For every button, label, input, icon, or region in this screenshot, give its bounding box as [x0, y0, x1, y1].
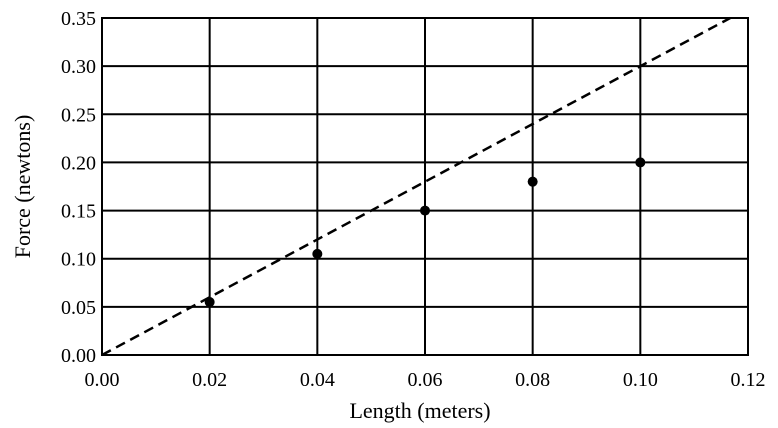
data-point: [635, 157, 646, 168]
y-tick-label: 0.15: [61, 201, 96, 223]
x-tick-label: 0.02: [192, 369, 227, 391]
y-tick-label: 0.05: [61, 297, 96, 319]
x-axis-title: Length (meters): [349, 398, 490, 423]
x-tick-label: 0.12: [731, 369, 766, 391]
y-tick-labels: 0.00 0.05 0.10 0.15 0.20 0.25 0.30 0.35: [61, 8, 96, 367]
dashed-trend-line: [101, 16, 731, 357]
grid-lines: [102, 18, 748, 355]
data-point: [312, 248, 323, 259]
x-tick-label: 0.08: [515, 369, 550, 391]
y-tick-label: 0.10: [61, 249, 96, 271]
trend-line-layer: [101, 16, 731, 357]
x-tick-label: 0.10: [623, 369, 658, 391]
plot-frame: [101, 17, 749, 356]
x-tick-labels: 0.00 0.02 0.04 0.06 0.08 0.10 0.12: [85, 369, 766, 391]
data-point: [204, 297, 215, 308]
data-point: [420, 205, 430, 216]
y-tick-label: 0.30: [61, 56, 96, 78]
x-tick-label: 0.04: [300, 369, 335, 391]
data-points-layer: [204, 157, 646, 308]
y-tick-label: 0.35: [61, 8, 96, 30]
y-tick-label: 0.20: [61, 152, 96, 174]
y-tick-label: 0.25: [61, 104, 96, 126]
x-tick-label: 0.00: [85, 369, 120, 391]
data-point: [527, 176, 538, 187]
y-axis-title: Force (newtons): [10, 115, 35, 259]
y-tick-label: 0.00: [61, 345, 96, 367]
x-tick-label: 0.06: [408, 369, 443, 391]
